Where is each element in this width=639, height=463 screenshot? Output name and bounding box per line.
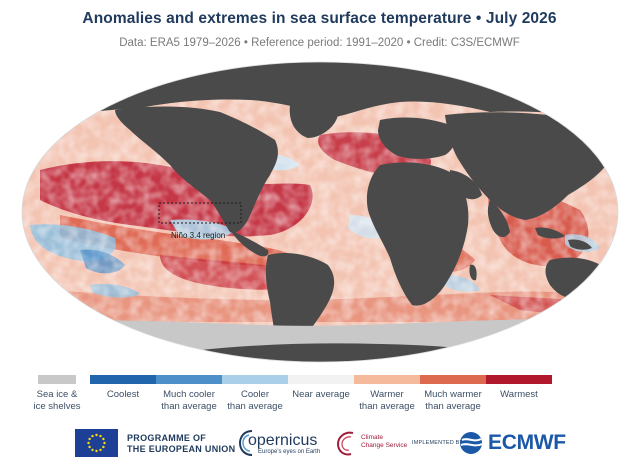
- eu-programme-text: PROGRAMME OF THE EUROPEAN UNION: [127, 433, 235, 455]
- central-america-landmass: [230, 230, 269, 257]
- legend-swatch: [420, 375, 486, 384]
- legend-swatch: [90, 375, 156, 384]
- footer-logos: PROGRAMME OF THE EUROPEAN UNION opernicu…: [0, 425, 639, 461]
- asia-landmass: [445, 112, 612, 220]
- legend-label: Warmest: [500, 389, 538, 400]
- c3s-text-line1: Climate: [361, 434, 384, 441]
- legend-label: Much cooler than average: [161, 389, 217, 412]
- north-america-landmass: [115, 106, 278, 233]
- eu-text-line1: PROGRAMME OF: [127, 433, 207, 443]
- legend-label: Cooler than average: [227, 389, 283, 412]
- globe-outline: [21, 61, 619, 363]
- copernicus-tagline: Europe's eyes on Earth: [258, 449, 321, 455]
- legend-swatch: [486, 375, 552, 384]
- arabia-landmass: [450, 170, 482, 200]
- sst-anomaly-map: Niño 3.4 region: [21, 61, 619, 363]
- nino34-region-label: Niño 3.4 region: [171, 231, 225, 240]
- implemented-by-text: IMPLEMENTED BY: [412, 440, 464, 446]
- legend-swatch: [156, 375, 222, 384]
- ecmwf-logo-icon: [460, 432, 483, 454]
- page-subtitle: Data: ERA5 1979–2026 • Reference period:…: [119, 37, 520, 49]
- legend-label: Warmer than average: [359, 389, 415, 412]
- legend: Sea ice & ice shelves Coolest Much cooler th…: [34, 375, 598, 420]
- c3s-text: Climate Change Service: [361, 434, 407, 450]
- legend-label: Much warmer than average: [424, 389, 482, 412]
- legend-swatch: [38, 375, 76, 384]
- legend-swatch: [288, 375, 354, 384]
- copernicus-logo-icon: [238, 430, 253, 456]
- legend-swatch: [354, 375, 420, 384]
- legend-swatch: [222, 375, 288, 384]
- eu-flag-icon: [75, 429, 118, 457]
- madagascar-landmass: [469, 264, 477, 281]
- copernicus-wordmark: opernicus: [248, 432, 318, 449]
- africa-landmass: [366, 162, 469, 306]
- nino34-region-box: [158, 202, 242, 224]
- c3s-text-line2: Change Service: [361, 442, 408, 449]
- page-title: Anomalies and extremes in sea surface te…: [82, 10, 557, 27]
- legend-label: Sea ice & ice shelves: [33, 389, 81, 412]
- europe-landmass: [378, 117, 456, 159]
- legend-label: Near average: [292, 389, 350, 400]
- legend-label: Coolest: [106, 389, 140, 400]
- indonesia-landmass: [535, 227, 592, 250]
- india-landmass: [487, 200, 510, 238]
- greenland-landmass: [289, 103, 338, 138]
- c3s-logo-icon: [336, 431, 354, 456]
- eu-text-line2: THE EUROPEAN UNION: [127, 444, 236, 454]
- ecmwf-wordmark: ECMWF: [488, 431, 566, 454]
